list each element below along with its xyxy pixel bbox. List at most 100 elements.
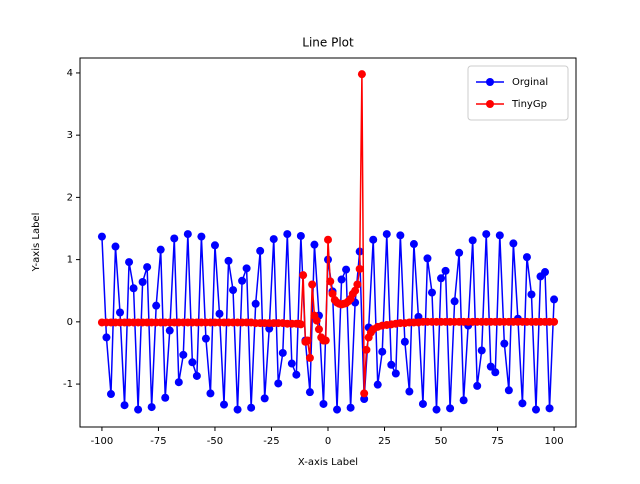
data-point	[337, 275, 346, 284]
data-point	[138, 278, 147, 287]
data-point	[305, 388, 314, 397]
data-point	[147, 403, 156, 412]
data-point	[351, 286, 360, 295]
data-point	[378, 347, 387, 356]
y-axis-label: Y-axis Label	[31, 213, 42, 273]
x-tick-label: 50	[435, 436, 448, 447]
data-point	[500, 339, 509, 348]
data-point	[405, 387, 414, 396]
data-point	[215, 309, 224, 318]
y-tick-label: -1	[63, 379, 73, 390]
data-point	[310, 240, 319, 249]
y-tick-label: 2	[67, 192, 73, 203]
data-point	[308, 280, 317, 289]
data-point	[210, 241, 219, 250]
data-point	[224, 256, 233, 265]
data-point	[504, 386, 513, 395]
data-point	[299, 271, 308, 280]
data-point	[129, 284, 138, 293]
data-point	[522, 253, 531, 262]
data-point	[333, 405, 342, 414]
legend-label: TinyGp	[511, 99, 547, 110]
data-point	[423, 254, 432, 263]
data-point	[305, 353, 314, 362]
data-point	[251, 299, 260, 308]
data-point	[527, 290, 536, 299]
data-point	[247, 403, 256, 412]
data-point	[188, 358, 197, 367]
data-point	[134, 405, 143, 414]
data-point	[491, 368, 500, 377]
data-point	[111, 242, 120, 251]
data-point	[328, 289, 337, 298]
data-point	[353, 280, 362, 289]
data-point	[459, 396, 468, 405]
data-point	[437, 274, 446, 283]
data-point	[242, 264, 251, 273]
data-point	[161, 393, 170, 402]
data-point	[152, 301, 161, 310]
data-point	[473, 381, 482, 390]
data-point	[468, 236, 477, 245]
data-point	[409, 240, 418, 249]
data-point	[156, 245, 165, 254]
data-point	[531, 405, 540, 414]
data-point	[303, 336, 312, 345]
data-point	[170, 234, 179, 243]
data-point	[455, 248, 464, 257]
data-point	[269, 235, 278, 244]
data-point	[360, 394, 369, 403]
data-point	[260, 394, 269, 403]
data-point	[314, 325, 323, 334]
data-point	[545, 404, 554, 413]
data-point	[120, 401, 129, 410]
data-point	[256, 246, 265, 255]
data-point	[296, 320, 305, 329]
data-point	[360, 389, 369, 398]
y-tick-label: 0	[67, 317, 73, 328]
data-point	[446, 404, 455, 413]
data-point	[206, 389, 215, 398]
data-point	[418, 399, 427, 408]
x-tick-label: -50	[207, 436, 223, 447]
data-point	[143, 263, 152, 272]
y-tick-label: 3	[67, 130, 73, 141]
data-point	[183, 230, 192, 239]
data-point	[495, 231, 504, 240]
data-point	[342, 265, 351, 274]
data-point	[400, 337, 409, 346]
x-tick-label: -100	[91, 436, 114, 447]
data-point	[321, 336, 330, 345]
x-axis-label: X-axis Label	[298, 457, 358, 468]
data-point	[518, 399, 527, 408]
data-point	[362, 345, 371, 354]
data-point	[233, 405, 242, 414]
x-tick-label: 0	[325, 436, 331, 447]
x-tick-label: 75	[491, 436, 504, 447]
data-point	[102, 333, 111, 342]
data-point	[296, 231, 305, 240]
data-point	[238, 276, 247, 285]
data-point	[220, 400, 229, 409]
data-point	[355, 264, 364, 273]
data-point	[391, 369, 400, 378]
data-point	[312, 316, 321, 325]
data-point	[179, 350, 188, 359]
data-point	[477, 346, 486, 355]
data-point	[382, 230, 391, 239]
data-point	[165, 326, 174, 335]
data-point	[265, 324, 274, 333]
y-tick-label: 1	[67, 255, 73, 266]
data-point	[287, 359, 296, 368]
data-point	[278, 348, 287, 357]
plot-frame	[79, 57, 577, 428]
x-tick-label: 25	[378, 436, 391, 447]
data-point	[192, 371, 201, 380]
data-point	[274, 379, 283, 388]
data-point	[441, 266, 450, 275]
series	[97, 230, 559, 414]
data-point	[482, 230, 491, 239]
y-tick-label: 4	[67, 68, 73, 79]
data-point	[550, 317, 559, 326]
data-point	[450, 297, 459, 306]
